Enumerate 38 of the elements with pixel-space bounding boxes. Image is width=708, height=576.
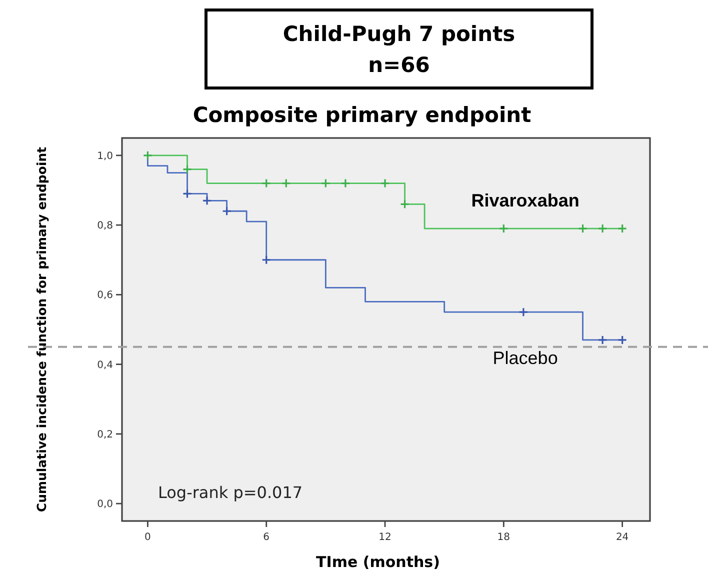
point: [618, 224, 628, 234]
point: [320, 178, 330, 188]
point: [340, 178, 350, 188]
point: [182, 164, 192, 174]
point: [380, 178, 390, 188]
y-axis-title: Cumulative incidence function for primary endpoint: [34, 146, 49, 512]
y-tick-label: 0,8: [97, 220, 113, 232]
point: [262, 255, 272, 265]
y-tick-label: 0,2: [97, 429, 113, 440]
chart-title: Child-Pugh 7 points: [282, 22, 516, 46]
x-tick-label: 6: [263, 532, 270, 543]
x-tick-label: 18: [497, 532, 510, 543]
x-tick-label: 0: [144, 532, 151, 543]
point: [498, 224, 508, 234]
point: [598, 335, 608, 345]
point: [222, 206, 232, 216]
y-tick-label: 1,0: [97, 150, 113, 162]
text: Composite primary endpoint: [192, 103, 532, 127]
point: [182, 188, 192, 199]
y-tick-label: 0,6: [97, 290, 113, 302]
point: [281, 178, 291, 188]
y-tick-label: 0,0: [97, 499, 113, 510]
chart-subtitle: n=66: [368, 53, 430, 77]
point: [142, 150, 153, 160]
point: [202, 196, 212, 206]
series-label: Placebo: [492, 348, 558, 368]
point: [400, 199, 410, 209]
x-tick-label: 12: [378, 532, 392, 543]
annotation: Log-rank p=0.017: [158, 483, 303, 502]
series-label: Rivaroxaban: [471, 190, 580, 211]
x-tick-label: 24: [616, 532, 629, 543]
y-tick-label: 0,4: [97, 360, 113, 371]
x-axis-title: TIme (months): [316, 553, 440, 571]
point: [518, 307, 528, 317]
point: [618, 335, 628, 345]
point: [262, 178, 272, 188]
point: [598, 224, 608, 234]
point: [578, 224, 588, 234]
